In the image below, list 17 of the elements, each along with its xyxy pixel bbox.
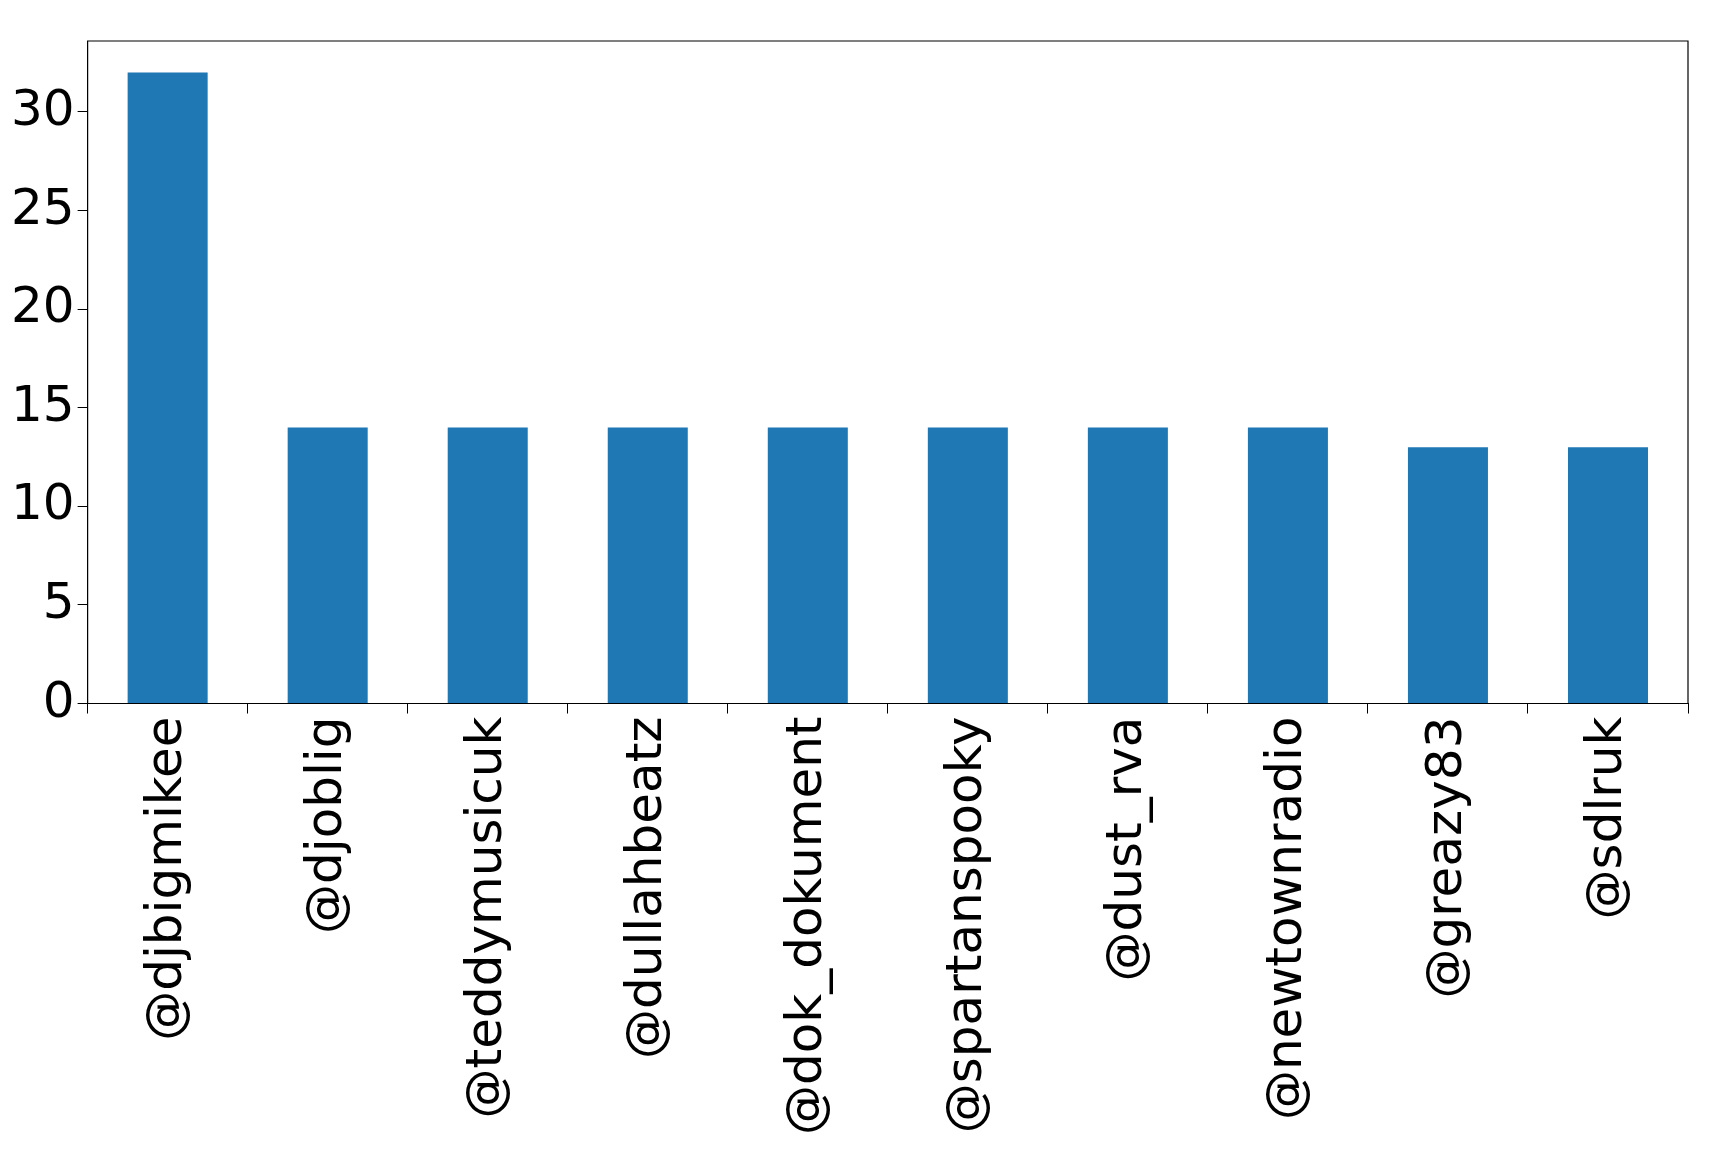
x-tick-label: @spartanspooky xyxy=(934,716,993,1134)
x-tick-label: @teddymusicuk xyxy=(454,716,513,1119)
y-tick-label: 20 xyxy=(11,276,75,335)
x-tick-label: @djoblig xyxy=(294,716,353,934)
y-tick-label: 10 xyxy=(11,473,75,532)
x-tick-label: @dullahbeatz xyxy=(614,716,673,1060)
x-tick-label: @dok_dokument xyxy=(774,716,833,1135)
x-tick-label: @newtownradio xyxy=(1254,716,1313,1121)
y-tick-label: 25 xyxy=(11,177,75,236)
x-tick-label: @djbigmikee xyxy=(134,716,193,1041)
x-tick-label: @sdlruk xyxy=(1574,716,1633,920)
x-tick-label: @dust_rva xyxy=(1094,716,1153,982)
y-tick-label: 0 xyxy=(42,670,75,729)
y-tick-label: 5 xyxy=(42,571,75,630)
y-tick-label: 30 xyxy=(11,78,75,137)
y-tick-label: 15 xyxy=(11,374,75,433)
x-tick-label: @greazy83 xyxy=(1414,716,1473,999)
